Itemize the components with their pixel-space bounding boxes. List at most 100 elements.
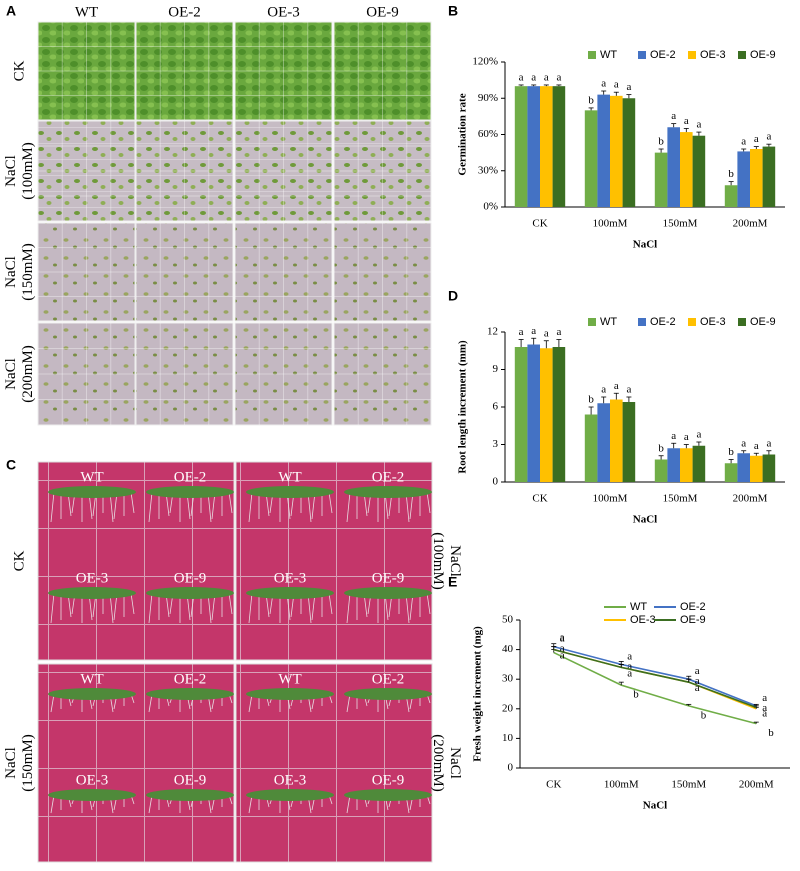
significance-letter: a xyxy=(560,650,565,662)
rotated-label: NaCl(200mM) xyxy=(3,345,36,403)
plate-photo xyxy=(234,222,333,322)
bar xyxy=(692,135,706,207)
bar xyxy=(654,459,668,482)
seedling-row xyxy=(344,688,432,700)
y-tick-label: 12 xyxy=(487,326,498,338)
panel-label: C xyxy=(6,457,16,473)
plate-photo xyxy=(333,120,432,222)
significance-letter: a xyxy=(741,136,746,148)
charts: 0% 30% 60% 90% 120% CK 100mM 150mM 200mM NaCl Germ… xyxy=(457,49,790,812)
significance-letter: a xyxy=(695,682,700,694)
legend-swatch xyxy=(638,318,646,326)
legend-label: OE-9 xyxy=(750,49,776,61)
significance-letter: a xyxy=(695,665,700,677)
plate-photo xyxy=(37,222,136,322)
panel-label: E xyxy=(448,574,457,590)
significance-letter: a xyxy=(560,643,565,655)
bar xyxy=(667,127,680,207)
significance-letter: a xyxy=(556,71,561,83)
legend-label: OE-3 xyxy=(700,49,726,61)
legend-swatch xyxy=(688,51,696,59)
significance-letter: a xyxy=(531,71,536,83)
bar xyxy=(540,348,553,482)
root xyxy=(426,592,431,615)
series-line xyxy=(553,651,757,725)
plate-photo xyxy=(135,120,234,222)
y-tick-label: 6 xyxy=(493,401,499,413)
significance-letter: a xyxy=(560,632,565,644)
bar xyxy=(737,151,750,207)
condition-label: (100mM) xyxy=(20,142,36,200)
y-tick-label: 10 xyxy=(502,732,514,744)
root xyxy=(426,491,431,514)
seedling-label: OE-2 xyxy=(174,671,207,687)
seedling-row xyxy=(48,587,136,599)
significance-letter: a xyxy=(766,131,771,143)
y-axis-title: Fresh weight increment (mg) xyxy=(472,626,484,762)
x-tick-label: CK xyxy=(532,218,547,230)
condition-label: NaCl xyxy=(3,358,19,390)
condition-label: NaCl xyxy=(447,747,463,779)
y-title-group: Fresh weight increment (mg) xyxy=(472,626,484,762)
seedling-row xyxy=(146,587,234,599)
root xyxy=(346,693,351,713)
y-tick-label: 120% xyxy=(472,56,498,68)
seedling-row xyxy=(246,587,334,599)
condition-label: (150mM) xyxy=(20,734,36,792)
legend-label: WT xyxy=(630,601,647,613)
column-label: OE-9 xyxy=(366,4,399,20)
plate-photo xyxy=(37,21,136,121)
seedling-row xyxy=(48,688,136,700)
bar xyxy=(527,86,540,207)
rotated-label: NaCl (150mM) xyxy=(3,243,36,301)
seedling-label: OE-3 xyxy=(274,570,307,586)
seedling-label: OE-9 xyxy=(372,570,405,586)
significance-letter: a xyxy=(766,437,771,449)
plate-photo xyxy=(135,21,234,121)
seedling-label: OE-3 xyxy=(76,570,109,586)
bar xyxy=(597,94,610,207)
bar xyxy=(692,445,706,482)
significance-letter: a xyxy=(684,431,689,443)
significance-letter: b xyxy=(728,168,734,180)
significance-letter: a xyxy=(519,326,524,338)
bar xyxy=(584,110,598,207)
significance-letter: a xyxy=(671,110,676,122)
series-line xyxy=(553,648,757,709)
condition-label: CK xyxy=(11,60,27,81)
bar xyxy=(680,448,693,482)
seedling-label: OE-9 xyxy=(174,772,207,788)
rotated-label: CK xyxy=(11,550,27,571)
y-tick-label: 30 xyxy=(502,673,514,685)
legend-label: OE-2 xyxy=(680,601,706,613)
y-title-group: Germination rate xyxy=(457,93,469,175)
y-tick-label: 50 xyxy=(502,614,514,626)
seedling-label: OE-2 xyxy=(372,469,405,485)
legend-label: OE-9 xyxy=(750,316,776,328)
bar xyxy=(750,455,763,482)
significance-letter: a xyxy=(544,71,549,83)
significance-letter: a xyxy=(627,650,632,662)
significance-letter: a xyxy=(626,81,631,93)
y-tick-label: 0 xyxy=(508,762,514,774)
x-tick-label: CK xyxy=(532,493,547,505)
root xyxy=(148,693,153,713)
column-label: WT xyxy=(75,4,98,20)
significance-letter: a xyxy=(627,667,632,679)
x-tick-label: 100mM xyxy=(593,493,628,505)
root xyxy=(130,592,135,615)
bar xyxy=(667,448,680,482)
column-label: OE-3 xyxy=(267,4,300,20)
plate-photo xyxy=(135,222,234,322)
root xyxy=(248,693,253,713)
root xyxy=(50,693,55,713)
plate-photo xyxy=(333,21,432,121)
plate-photo xyxy=(234,322,333,426)
rotated-label: CK xyxy=(11,60,27,81)
significance-letter: a xyxy=(519,71,524,83)
condition-label: (200mM) xyxy=(20,345,36,403)
bar xyxy=(527,344,540,482)
bar xyxy=(610,399,623,482)
bar xyxy=(762,454,776,482)
root xyxy=(248,794,253,814)
